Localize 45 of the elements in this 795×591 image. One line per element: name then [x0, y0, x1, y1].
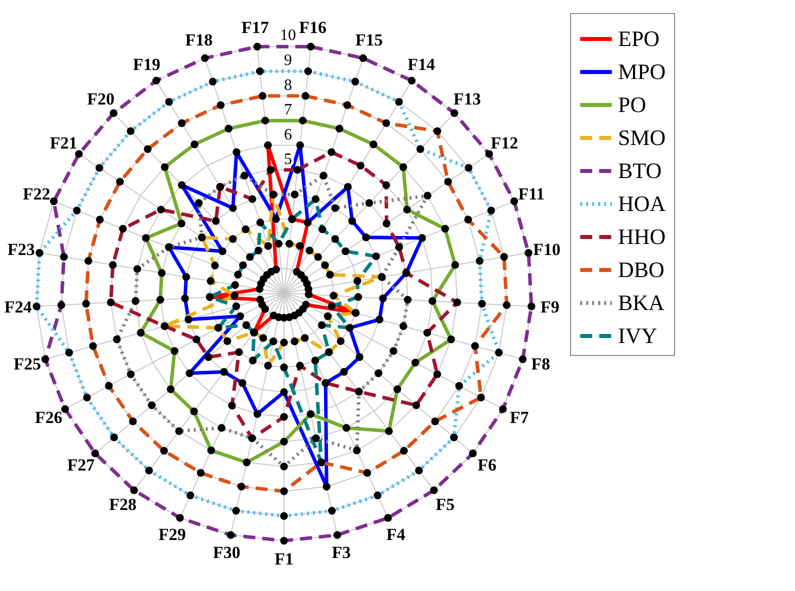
- spoke-label: F12: [490, 134, 518, 153]
- spoke-label: F21: [50, 134, 78, 153]
- spoke-label: F10: [533, 240, 561, 259]
- spoke-label: F25: [14, 354, 42, 374]
- legend-label: BKA: [618, 290, 665, 315]
- spoke-label: F6: [478, 455, 496, 474]
- spoke-label: F8: [531, 354, 550, 374]
- legend-label: PO: [618, 92, 646, 117]
- spoke-label: F19: [132, 54, 160, 74]
- y-tick-label: 9: [284, 52, 292, 69]
- spoke-label: F17: [242, 18, 270, 38]
- y-tick-label: 7: [284, 102, 292, 119]
- spoke-label: F20: [87, 90, 115, 109]
- spoke-label: F14: [408, 54, 436, 74]
- spoke-label: F3: [332, 543, 351, 562]
- y-tick-label: 10: [280, 27, 296, 44]
- legend-label: IVY: [618, 323, 658, 348]
- spoke-label: F13: [453, 90, 481, 109]
- spoke-label: F15: [355, 30, 383, 50]
- spoke-label: F26: [34, 408, 62, 427]
- spoke-label: F7: [510, 408, 530, 427]
- spoke-label: F4: [386, 524, 406, 544]
- y-tick-label: 8: [284, 76, 292, 94]
- spoke-label: F16: [299, 18, 326, 38]
- spoke-label: F5: [436, 495, 455, 514]
- spoke-label: F30: [213, 543, 240, 562]
- legend-label: EPO: [618, 26, 660, 51]
- spoke-label: F23: [7, 240, 35, 259]
- legend-label: DBO: [618, 257, 664, 282]
- y-tick-label: 5: [284, 151, 292, 168]
- spoke-label: F28: [109, 495, 136, 514]
- spoke-label: F22: [22, 184, 50, 204]
- spoke-label: F1: [274, 549, 294, 568]
- spoke-label: F11: [518, 184, 545, 204]
- legend-label: HHO: [618, 224, 666, 249]
- spoke-label: F29: [158, 524, 186, 544]
- legend-label: BTO: [618, 158, 662, 183]
- spoke-label: F18: [185, 30, 213, 50]
- spoke-label: F9: [540, 297, 560, 316]
- spoke-label: F24: [4, 297, 32, 316]
- legend-label: HOA: [618, 191, 666, 216]
- legend-label: MPO: [618, 59, 666, 84]
- legend-label: SMO: [618, 125, 666, 150]
- y-tick-label: 6: [284, 126, 292, 144]
- spoke-label: F27: [67, 455, 96, 474]
